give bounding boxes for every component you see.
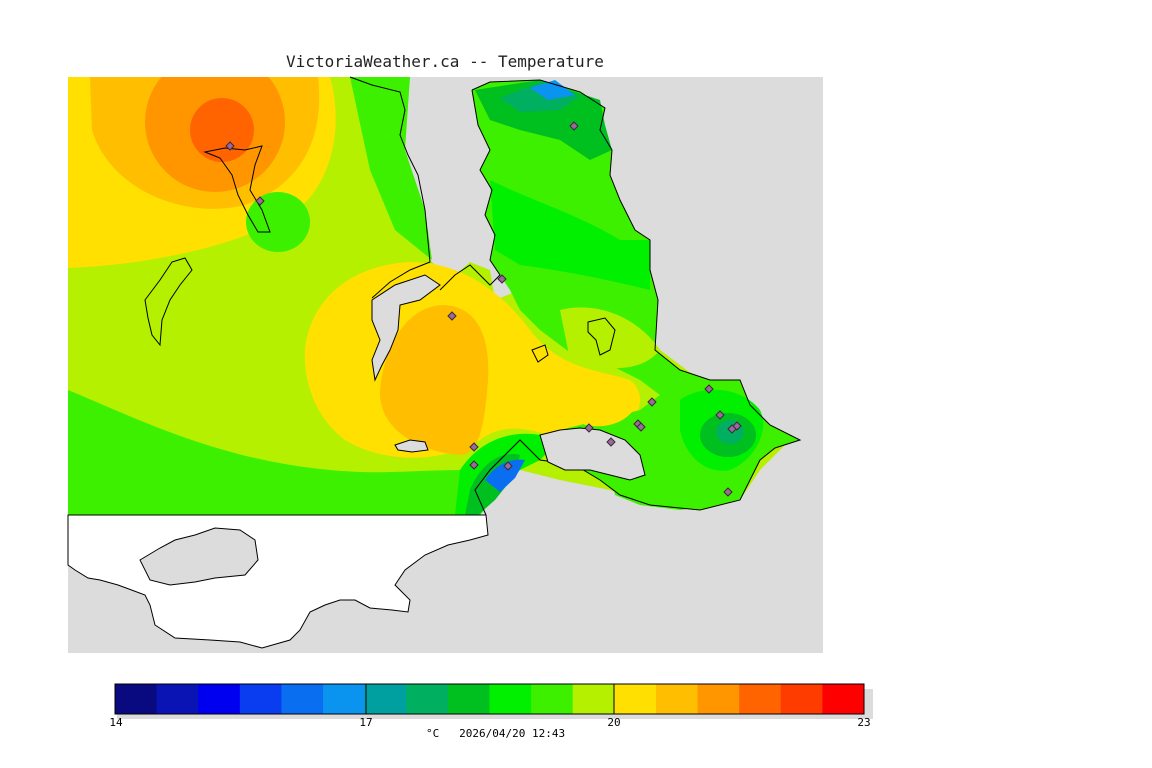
legend-tick-20: 20	[607, 716, 621, 729]
color-legend	[115, 684, 865, 714]
diamond-marker	[715, 410, 725, 420]
diamond-marker	[723, 487, 733, 497]
legend-swatch	[239, 684, 282, 714]
legend-swatch	[614, 684, 657, 714]
diamond-marker	[255, 196, 265, 206]
small-island-3	[531, 344, 549, 363]
diamond-marker	[469, 460, 479, 470]
west-island	[144, 257, 193, 347]
legend-swatch	[489, 684, 532, 714]
diamond-marker	[469, 442, 479, 452]
legend-tick-17: 17	[359, 716, 373, 729]
east-coast	[471, 79, 802, 511]
legend-timestamp: 2026/04/20 12:43	[459, 727, 566, 740]
legend-swatch	[572, 684, 615, 714]
legend-tick-max: 23	[857, 716, 871, 729]
station-markers	[225, 121, 742, 497]
diamond-marker	[636, 422, 646, 432]
legend-swatch	[156, 684, 199, 714]
diamond-marker	[497, 274, 507, 284]
diamond-marker	[503, 461, 513, 471]
legend-caption: °C 2026/04/20 12:43	[426, 727, 565, 740]
diamond-marker	[584, 423, 594, 433]
map-title: VictoriaWeather.ca -- Temperature	[286, 52, 604, 71]
legend-swatch	[531, 684, 574, 714]
inner-coast	[439, 89, 501, 291]
diamond-marker	[704, 384, 714, 394]
diamond-marker	[569, 121, 579, 131]
olympic-peninsula	[139, 527, 259, 586]
diamond-marker	[606, 437, 616, 447]
legend-swatch	[780, 684, 823, 714]
legend-swatch	[655, 684, 699, 714]
legend-tick-min: 14	[109, 716, 123, 729]
legend-swatch	[697, 684, 740, 714]
portage-inlet	[539, 427, 646, 481]
small-island-1	[394, 439, 429, 453]
legend-swatch	[822, 684, 865, 714]
legend-swatch	[323, 684, 366, 714]
legend-swatch	[364, 684, 407, 714]
legend-swatch	[447, 684, 490, 714]
small-island-2	[587, 317, 616, 356]
legend-swatch	[115, 684, 158, 714]
harbour-coast	[474, 439, 531, 516]
legend-swatch	[739, 684, 782, 714]
legend-frame	[114, 683, 865, 715]
peninsula-coast	[349, 76, 431, 299]
legend-swatch	[406, 684, 449, 714]
saanich-inlet	[371, 274, 441, 382]
legend-swatch	[198, 684, 241, 714]
legend-swatch	[281, 684, 324, 714]
diamond-marker	[727, 424, 737, 434]
diamond-marker	[647, 397, 657, 407]
north-inlet	[203, 145, 271, 233]
legend-unit: °C	[426, 727, 440, 740]
diamond-marker	[225, 141, 235, 151]
diamond-marker	[447, 311, 457, 321]
